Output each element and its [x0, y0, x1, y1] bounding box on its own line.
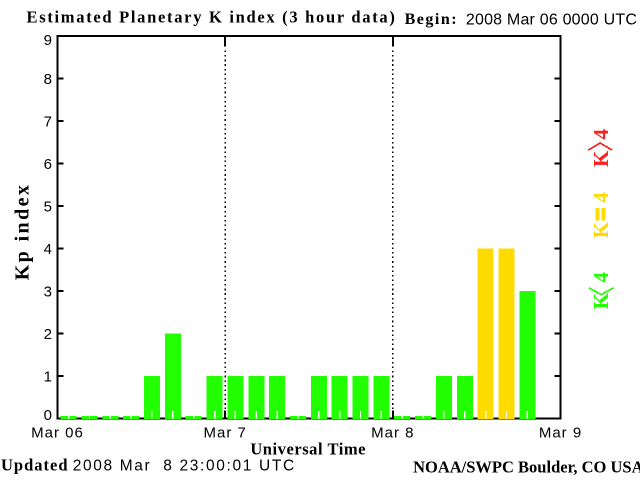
svg-text:Mar 06: Mar 06 — [31, 425, 84, 442]
svg-text:Estimated Planetary K index (3: Estimated Planetary K index (3 hour data… — [27, 8, 397, 27]
svg-text:0: 0 — [44, 407, 52, 424]
svg-text:6: 6 — [44, 156, 52, 173]
svg-text:8: 8 — [44, 71, 52, 88]
svg-text:2008 Mar 06 0000 UTC: 2008 Mar 06 0000 UTC — [466, 12, 637, 29]
svg-text:K: K — [589, 292, 613, 309]
svg-text:1: 1 — [44, 368, 52, 385]
svg-text:2008 Mar 8 23:00:01 UTC: 2008 Mar 8 23:00:01 UTC — [73, 457, 296, 474]
svg-text:Begin:: Begin: — [405, 11, 458, 28]
svg-text:Universal Time: Universal Time — [250, 440, 366, 459]
svg-text:2: 2 — [44, 326, 52, 343]
svg-text:4: 4 — [44, 241, 52, 258]
svg-text:5: 5 — [44, 198, 52, 215]
svg-text:Mar 9: Mar 9 — [539, 425, 582, 442]
svg-text:Kp index: Kp index — [12, 183, 34, 281]
svg-text:3: 3 — [44, 283, 52, 300]
svg-text:NOAA/SWPC Boulder, CO USA: NOAA/SWPC Boulder, CO USA — [413, 458, 640, 477]
svg-text:7: 7 — [44, 114, 52, 131]
svg-text:4: 4 — [589, 129, 613, 140]
svg-text:9: 9 — [44, 32, 52, 49]
svg-text:4: 4 — [589, 272, 613, 283]
svg-text:Mar 8: Mar 8 — [371, 425, 414, 442]
svg-text:K: K — [589, 221, 613, 238]
svg-text:Mar 7: Mar 7 — [204, 425, 247, 442]
svg-text:K: K — [589, 150, 613, 167]
svg-text:Updated: Updated — [1, 455, 69, 474]
svg-text:4: 4 — [589, 192, 613, 203]
